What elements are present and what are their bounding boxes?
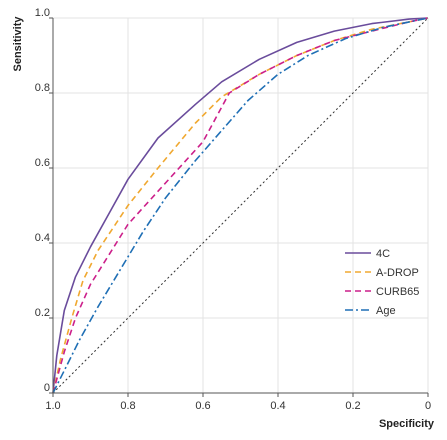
series-line-4c bbox=[52, 17, 429, 394]
x-tick-label-3: 0.4 bbox=[270, 400, 285, 412]
axes bbox=[52, 18, 428, 394]
y-tick-label-5: 1.0 bbox=[35, 7, 50, 19]
y-tick-label-0: 0 bbox=[44, 382, 50, 394]
y-tick-label-2: 0.4 bbox=[35, 232, 50, 244]
legend-label-age: Age bbox=[376, 305, 396, 317]
series-line-a-drop bbox=[52, 17, 429, 394]
legend: 4C A-DROP CURB65 Age bbox=[345, 248, 419, 317]
series-line-curb65 bbox=[52, 17, 429, 394]
tick-labels: 1.0 0.8 0.6 0.4 0.2 0 0 0.2 0.4 0.6 0.8 1.0 bbox=[35, 7, 431, 412]
y-tick-label-3: 0.6 bbox=[35, 157, 50, 169]
series-line-age bbox=[52, 17, 429, 394]
legend-label-4c: 4C bbox=[376, 248, 390, 260]
x-tick-label-0: 1.0 bbox=[45, 400, 60, 412]
reference-line-group bbox=[52, 17, 429, 394]
x-tick-label-1: 0.8 bbox=[120, 400, 135, 412]
x-tick-label-2: 0.6 bbox=[195, 400, 210, 412]
series-group bbox=[52, 17, 429, 394]
reference-diagonal-line bbox=[52, 17, 429, 394]
x-axis-title: Specificity bbox=[379, 418, 435, 430]
legend-label-a-drop: A-DROP bbox=[376, 267, 419, 279]
y-axis-title: Sensitivity bbox=[12, 16, 24, 72]
x-tick-label-5: 0 bbox=[425, 400, 431, 412]
y-tick-label-1: 0.2 bbox=[35, 307, 50, 319]
y-tick-label-4: 0.8 bbox=[35, 82, 50, 94]
x-tick-label-4: 0.2 bbox=[345, 400, 360, 412]
legend-label-curb65: CURB65 bbox=[376, 286, 419, 298]
